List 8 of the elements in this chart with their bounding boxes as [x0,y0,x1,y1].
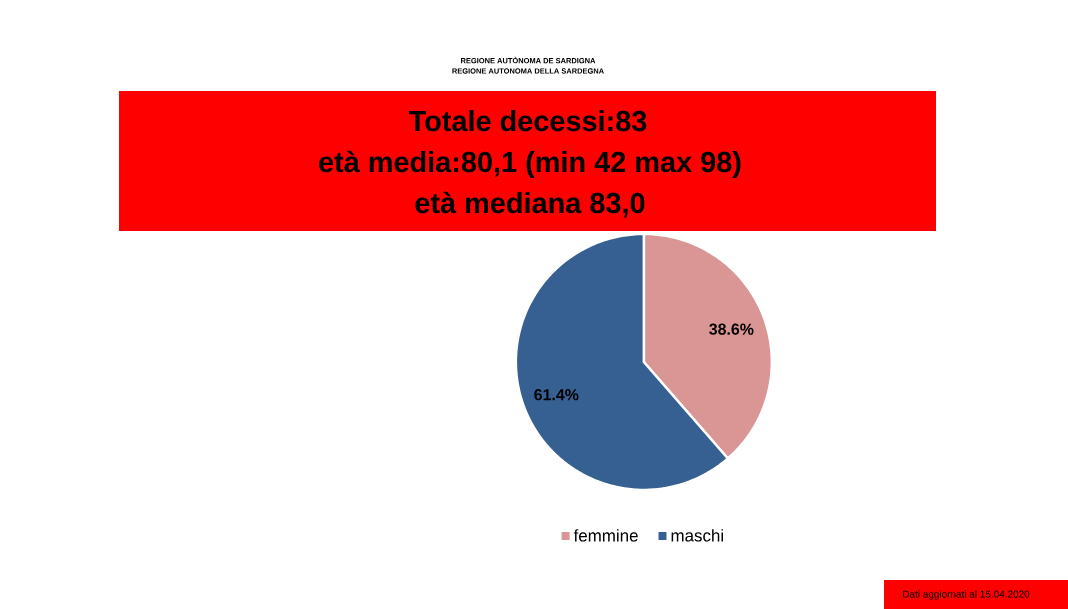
text: Dati aggiornati al 15.04.2020 [903,590,1030,600]
text: età mediana 83,0 [415,191,645,218]
data-label: 61.4% [534,389,579,401]
legend-label: femmine [573,529,638,542]
legend-label: maschi [671,529,723,542]
chart-subtitle: età media:80,1 (min 42 max 98) [319,150,741,178]
data-label: 38.6% [709,323,754,335]
chart-title: Totale decessi:83 [408,110,647,132]
